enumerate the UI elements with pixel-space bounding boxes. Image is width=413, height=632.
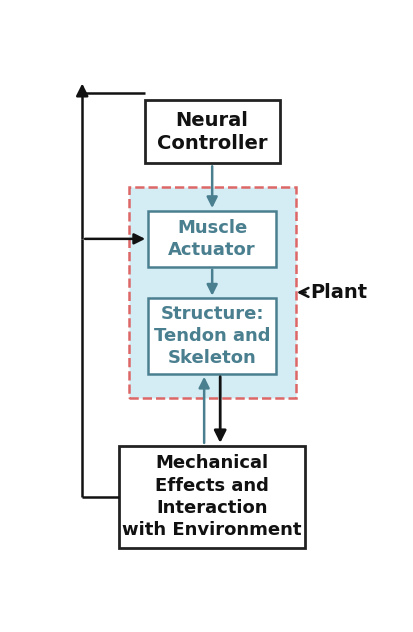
FancyBboxPatch shape — [128, 186, 295, 398]
Text: Neural
Controller: Neural Controller — [157, 111, 267, 153]
Text: Muscle
Actuator: Muscle Actuator — [168, 219, 255, 259]
FancyBboxPatch shape — [119, 446, 304, 548]
Text: Mechanical
Effects and
Interaction
with Environment: Mechanical Effects and Interaction with … — [122, 454, 301, 539]
FancyBboxPatch shape — [148, 211, 276, 267]
FancyBboxPatch shape — [145, 100, 279, 164]
FancyBboxPatch shape — [148, 298, 276, 374]
Text: Structure:
Tendon and
Skeleton: Structure: Tendon and Skeleton — [154, 305, 270, 367]
Text: Plant: Plant — [309, 283, 366, 302]
